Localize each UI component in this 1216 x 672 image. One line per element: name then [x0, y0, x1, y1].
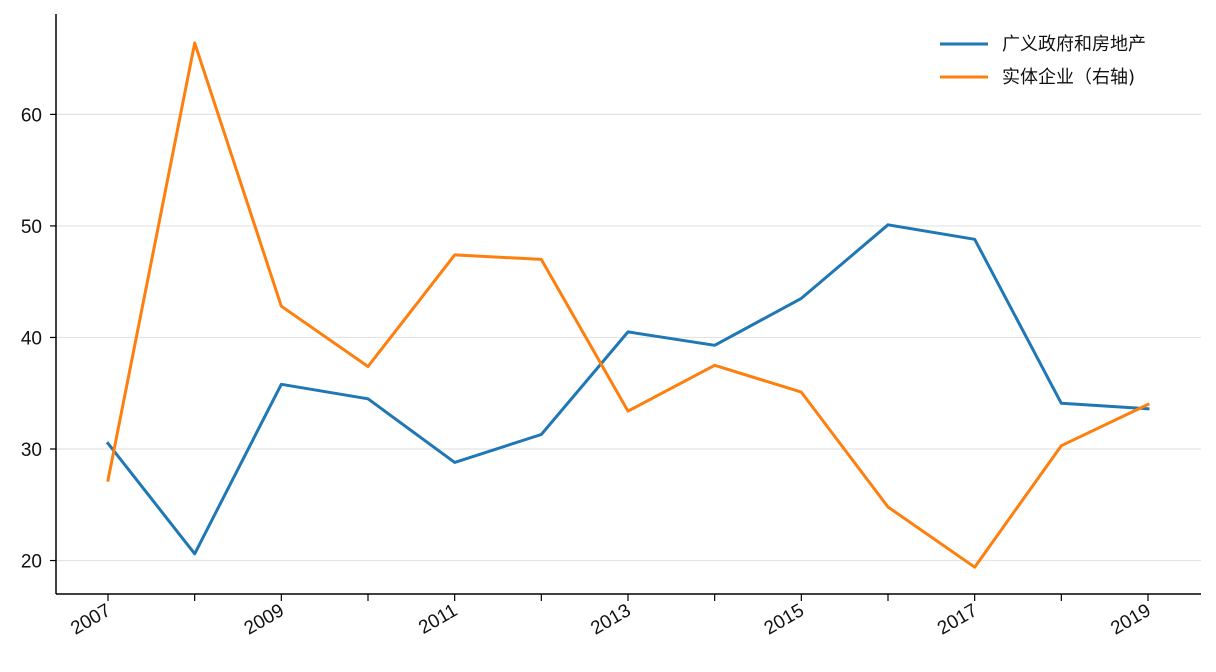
x-axis-ticks: 2007 2009 2011 2013 2015 2017 2019: [67, 594, 1155, 639]
x-tick-label-2017: 2017: [934, 600, 981, 639]
series-line-2: [106, 41, 1150, 569]
y-tick-label-30: 30: [21, 440, 42, 461]
y-tick-label-50: 50: [21, 217, 42, 238]
x-tick-label-2015: 2015: [761, 600, 808, 639]
x-tick-label-2011: 2011: [415, 600, 461, 639]
x-tick-label-2009: 2009: [241, 600, 288, 639]
y-axis-ticks: 20 30 40 50 60: [21, 105, 56, 573]
legend-label-series-2: 实体企业（右轴): [1002, 67, 1135, 88]
legend: 广义政府和房地产 实体企业（右轴): [940, 34, 1146, 88]
x-tick-label-2013: 2013: [587, 600, 634, 639]
series-lines: [105, 41, 1150, 569]
x-tick-label-2007: 2007: [67, 600, 114, 639]
series-line-1: [105, 223, 1150, 556]
y-tick-label-20: 20: [21, 552, 42, 573]
y-tick-label-40: 40: [21, 328, 42, 349]
legend-label-series-1: 广义政府和房地产: [1002, 34, 1146, 55]
x-tick-label-2019: 2019: [1107, 600, 1154, 639]
axes: [55, 14, 1201, 595]
gridlines: [56, 113, 1201, 562]
y-tick-label-60: 60: [21, 105, 42, 126]
